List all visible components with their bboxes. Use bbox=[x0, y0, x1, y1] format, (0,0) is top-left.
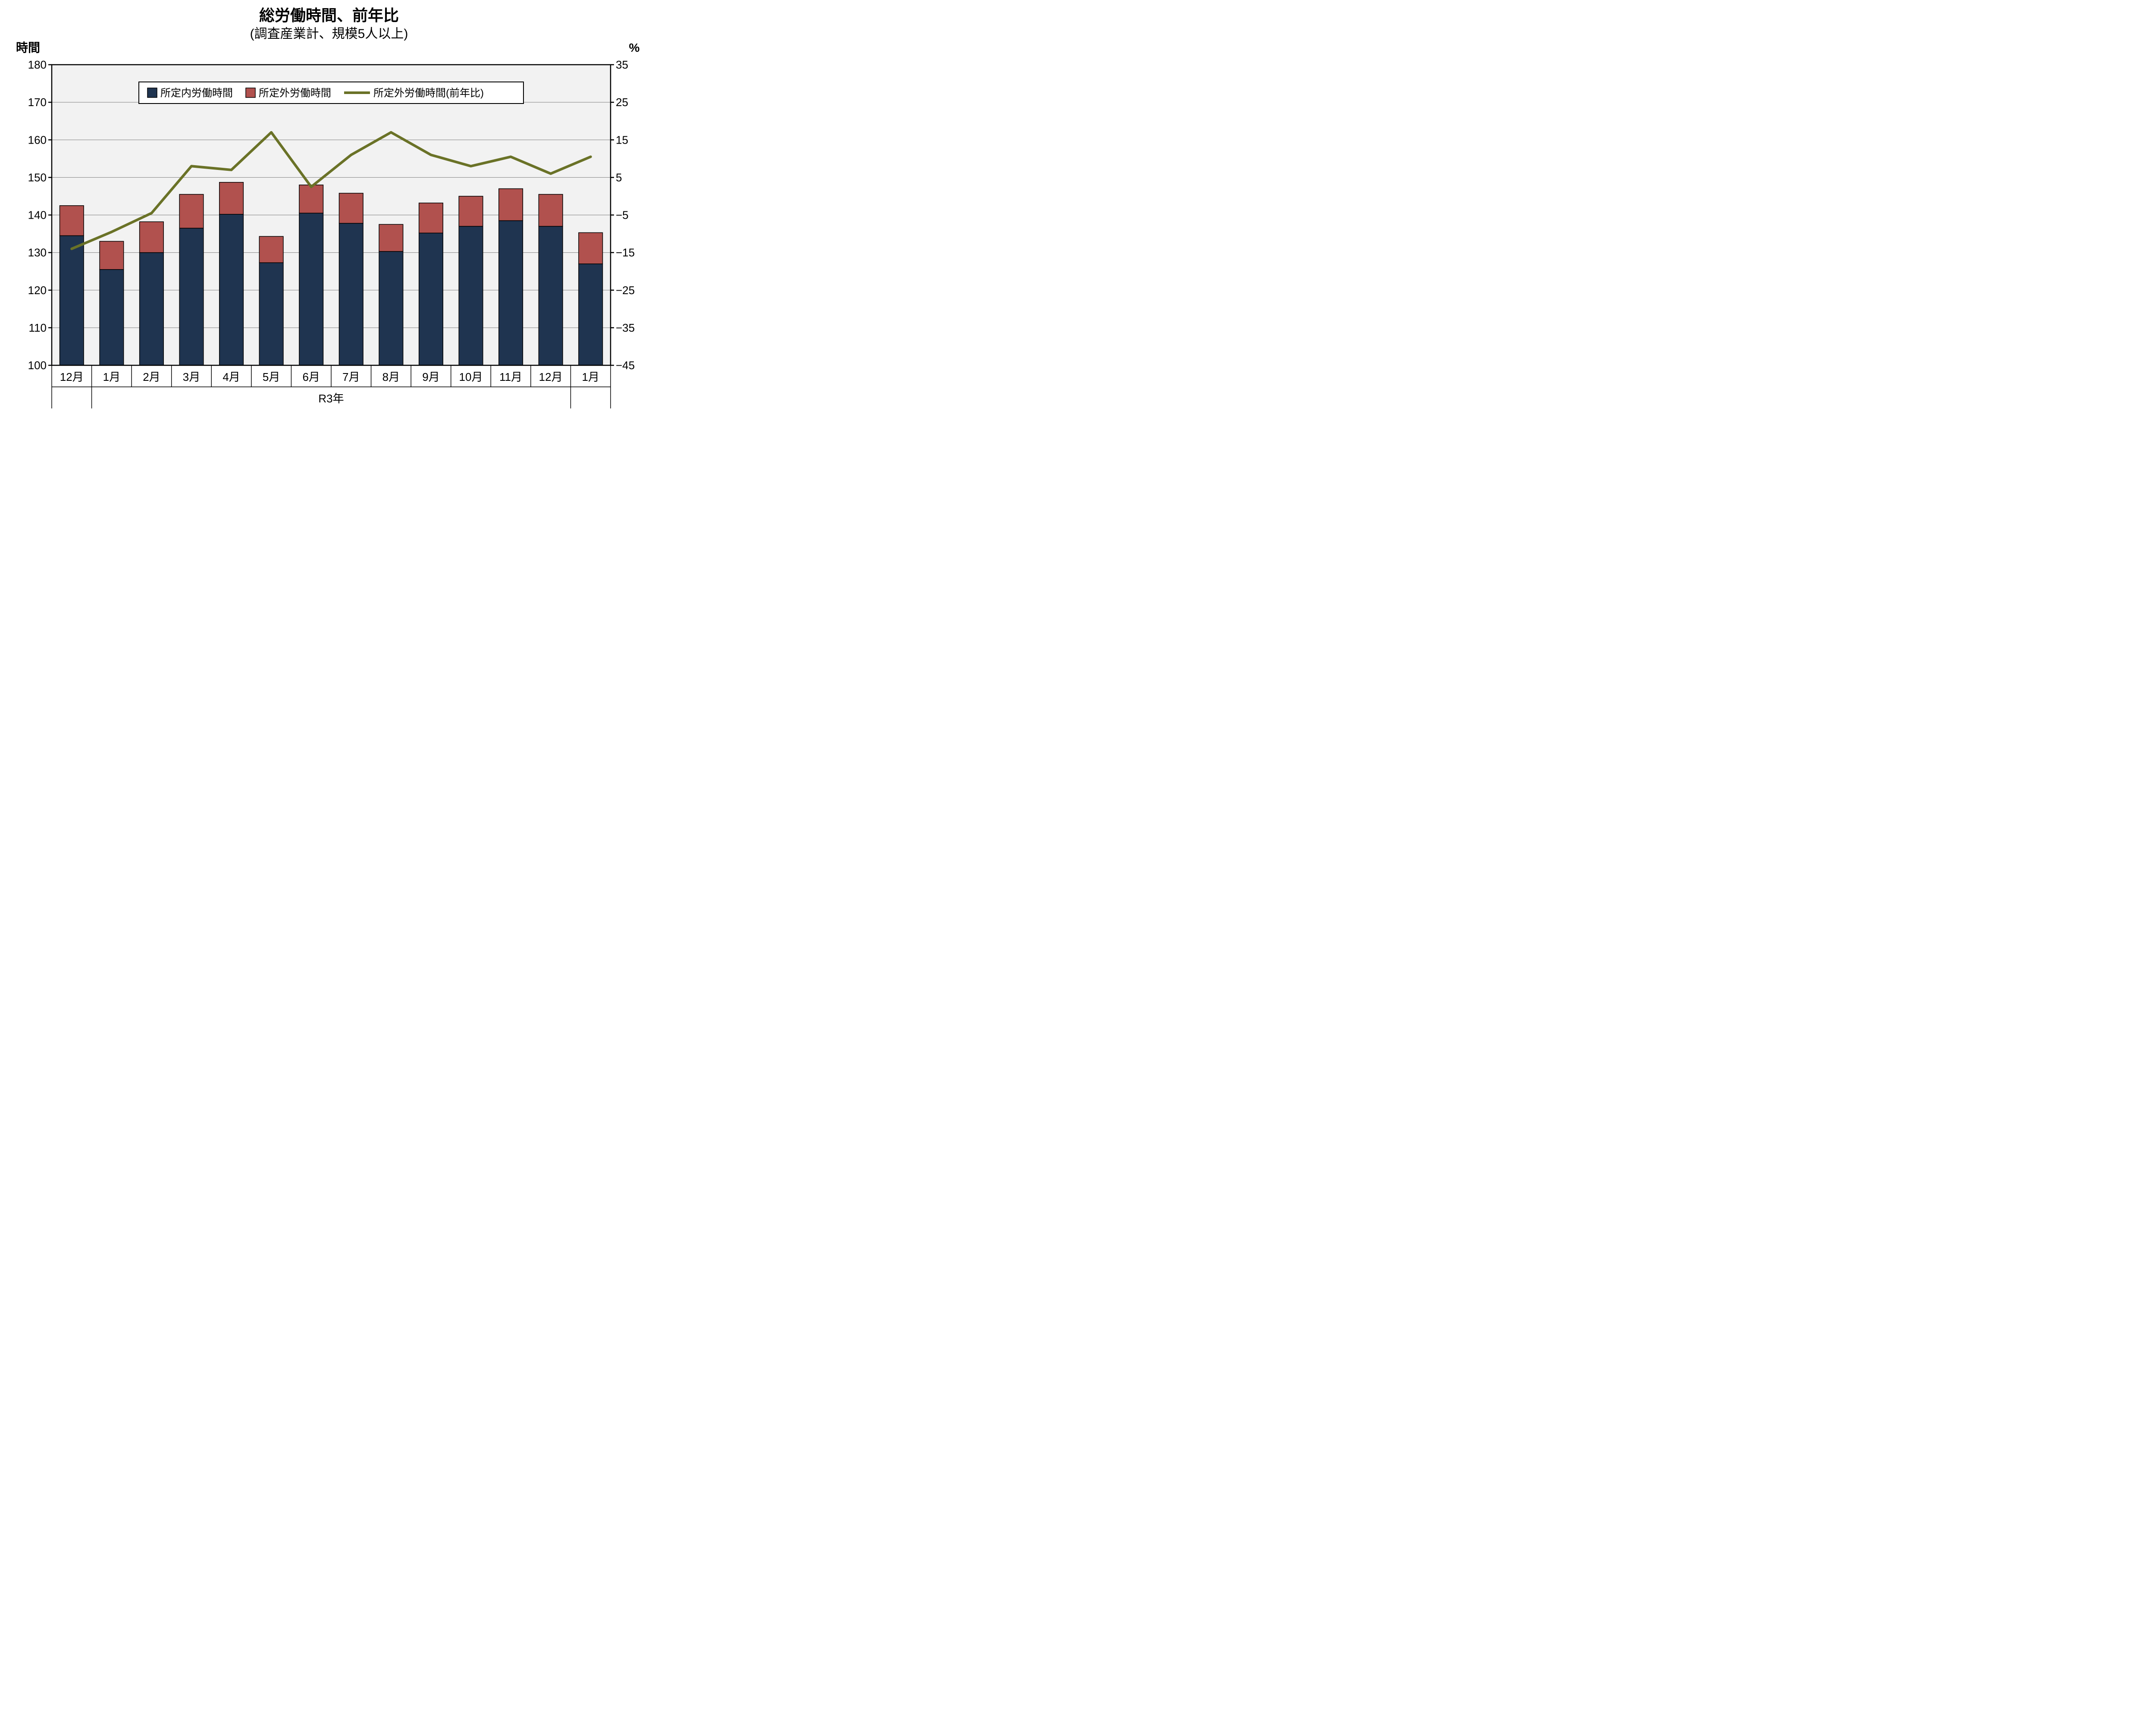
x-category-label: 1月 bbox=[103, 370, 120, 383]
left-tick-label: 160 bbox=[28, 133, 47, 146]
legend-label: 所定外労働時間(前年比) bbox=[373, 87, 484, 99]
x-category-label: 11月 bbox=[499, 370, 522, 383]
left-tick-label: 180 bbox=[28, 58, 47, 71]
legend-swatch bbox=[246, 88, 255, 97]
right-tick-label: 15 bbox=[616, 133, 628, 146]
legend-label: 所定内労働時間 bbox=[160, 87, 233, 99]
x-category-label: 4月 bbox=[222, 370, 240, 383]
x-category-label: 5月 bbox=[263, 370, 280, 383]
left-tick-label: 130 bbox=[28, 246, 47, 259]
x-category-label: 12月 bbox=[60, 370, 84, 383]
right-tick-label: −15 bbox=[616, 246, 635, 259]
x-category-label: 2月 bbox=[143, 370, 160, 383]
chart-title: 総労働時間、前年比 bbox=[259, 6, 399, 24]
chart-subtitle: (調査産業計、規模5人以上) bbox=[250, 27, 408, 41]
bar-inside-hours bbox=[179, 228, 204, 365]
left-tick-label: 150 bbox=[28, 171, 47, 184]
bar-overtime-hours bbox=[60, 206, 84, 236]
bar-inside-hours bbox=[499, 221, 523, 365]
x-category-label: 9月 bbox=[422, 370, 439, 383]
right-tick-label: 35 bbox=[616, 58, 628, 71]
chart-container: 総労働時間、前年比 (調査産業計、規模5人以上) 時間% 100 110 120 130 14… bbox=[0, 0, 658, 430]
bar-inside-hours bbox=[579, 264, 603, 365]
left-tick-label: 140 bbox=[28, 209, 47, 222]
bar-overtime-hours bbox=[140, 222, 164, 252]
left-tick-label: 100 bbox=[28, 359, 47, 372]
bar-overtime-hours bbox=[100, 241, 124, 269]
bar-inside-hours bbox=[379, 251, 403, 365]
x-category-label: 8月 bbox=[382, 370, 400, 383]
legend: 所定内労働時間 所定外労働時間 所定外労働時間(前年比) bbox=[139, 82, 523, 104]
legend-label: 所定外労働時間 bbox=[259, 87, 331, 99]
right-tick-label: −25 bbox=[616, 284, 635, 297]
period-label: R3年 bbox=[318, 392, 344, 405]
bar-overtime-hours bbox=[219, 182, 244, 214]
legend-swatch bbox=[147, 88, 157, 97]
right-tick-label: −35 bbox=[616, 321, 635, 334]
right-tick-label: 5 bbox=[616, 171, 622, 184]
right-tick-label: −5 bbox=[616, 209, 629, 222]
bar-overtime-hours bbox=[539, 195, 563, 226]
x-category-label: 6月 bbox=[302, 370, 320, 383]
right-axis-label: % bbox=[629, 41, 640, 54]
right-tick-label: −45 bbox=[616, 359, 635, 372]
bar-inside-hours bbox=[60, 235, 84, 365]
x-category-label: 10月 bbox=[459, 370, 483, 383]
bar-inside-hours bbox=[339, 223, 364, 365]
bar-inside-hours bbox=[459, 226, 483, 365]
bar-overtime-hours bbox=[179, 195, 204, 228]
bar-overtime-hours bbox=[499, 189, 523, 221]
x-category-label: 7月 bbox=[342, 370, 360, 383]
left-tick-label: 110 bbox=[29, 321, 47, 334]
bar-inside-hours bbox=[539, 226, 563, 365]
left-axis-label: 時間 bbox=[16, 41, 40, 54]
x-category-label: 12月 bbox=[539, 370, 563, 383]
left-tick-label: 120 bbox=[28, 284, 47, 297]
labor-hours-chart: 総労働時間、前年比 (調査産業計、規模5人以上) 時間% 100 110 120 130 14… bbox=[0, 0, 658, 430]
bar-overtime-hours bbox=[299, 185, 323, 213]
bar-inside-hours bbox=[299, 213, 323, 365]
bar-overtime-hours bbox=[259, 236, 283, 263]
bar-inside-hours bbox=[259, 263, 283, 365]
bar-overtime-hours bbox=[339, 193, 364, 223]
x-category-label: 1月 bbox=[582, 370, 599, 383]
bar-overtime-hours bbox=[419, 203, 443, 233]
bar-inside-hours bbox=[140, 253, 164, 365]
bar-inside-hours bbox=[219, 214, 244, 365]
x-category-label: 3月 bbox=[183, 370, 200, 383]
bar-overtime-hours bbox=[579, 232, 603, 264]
bar-overtime-hours bbox=[459, 196, 483, 226]
left-tick-label: 170 bbox=[28, 96, 47, 109]
right-tick-label: 25 bbox=[616, 96, 628, 109]
bar-inside-hours bbox=[100, 270, 124, 365]
bar-overtime-hours bbox=[379, 224, 403, 251]
bar-inside-hours bbox=[419, 233, 443, 365]
